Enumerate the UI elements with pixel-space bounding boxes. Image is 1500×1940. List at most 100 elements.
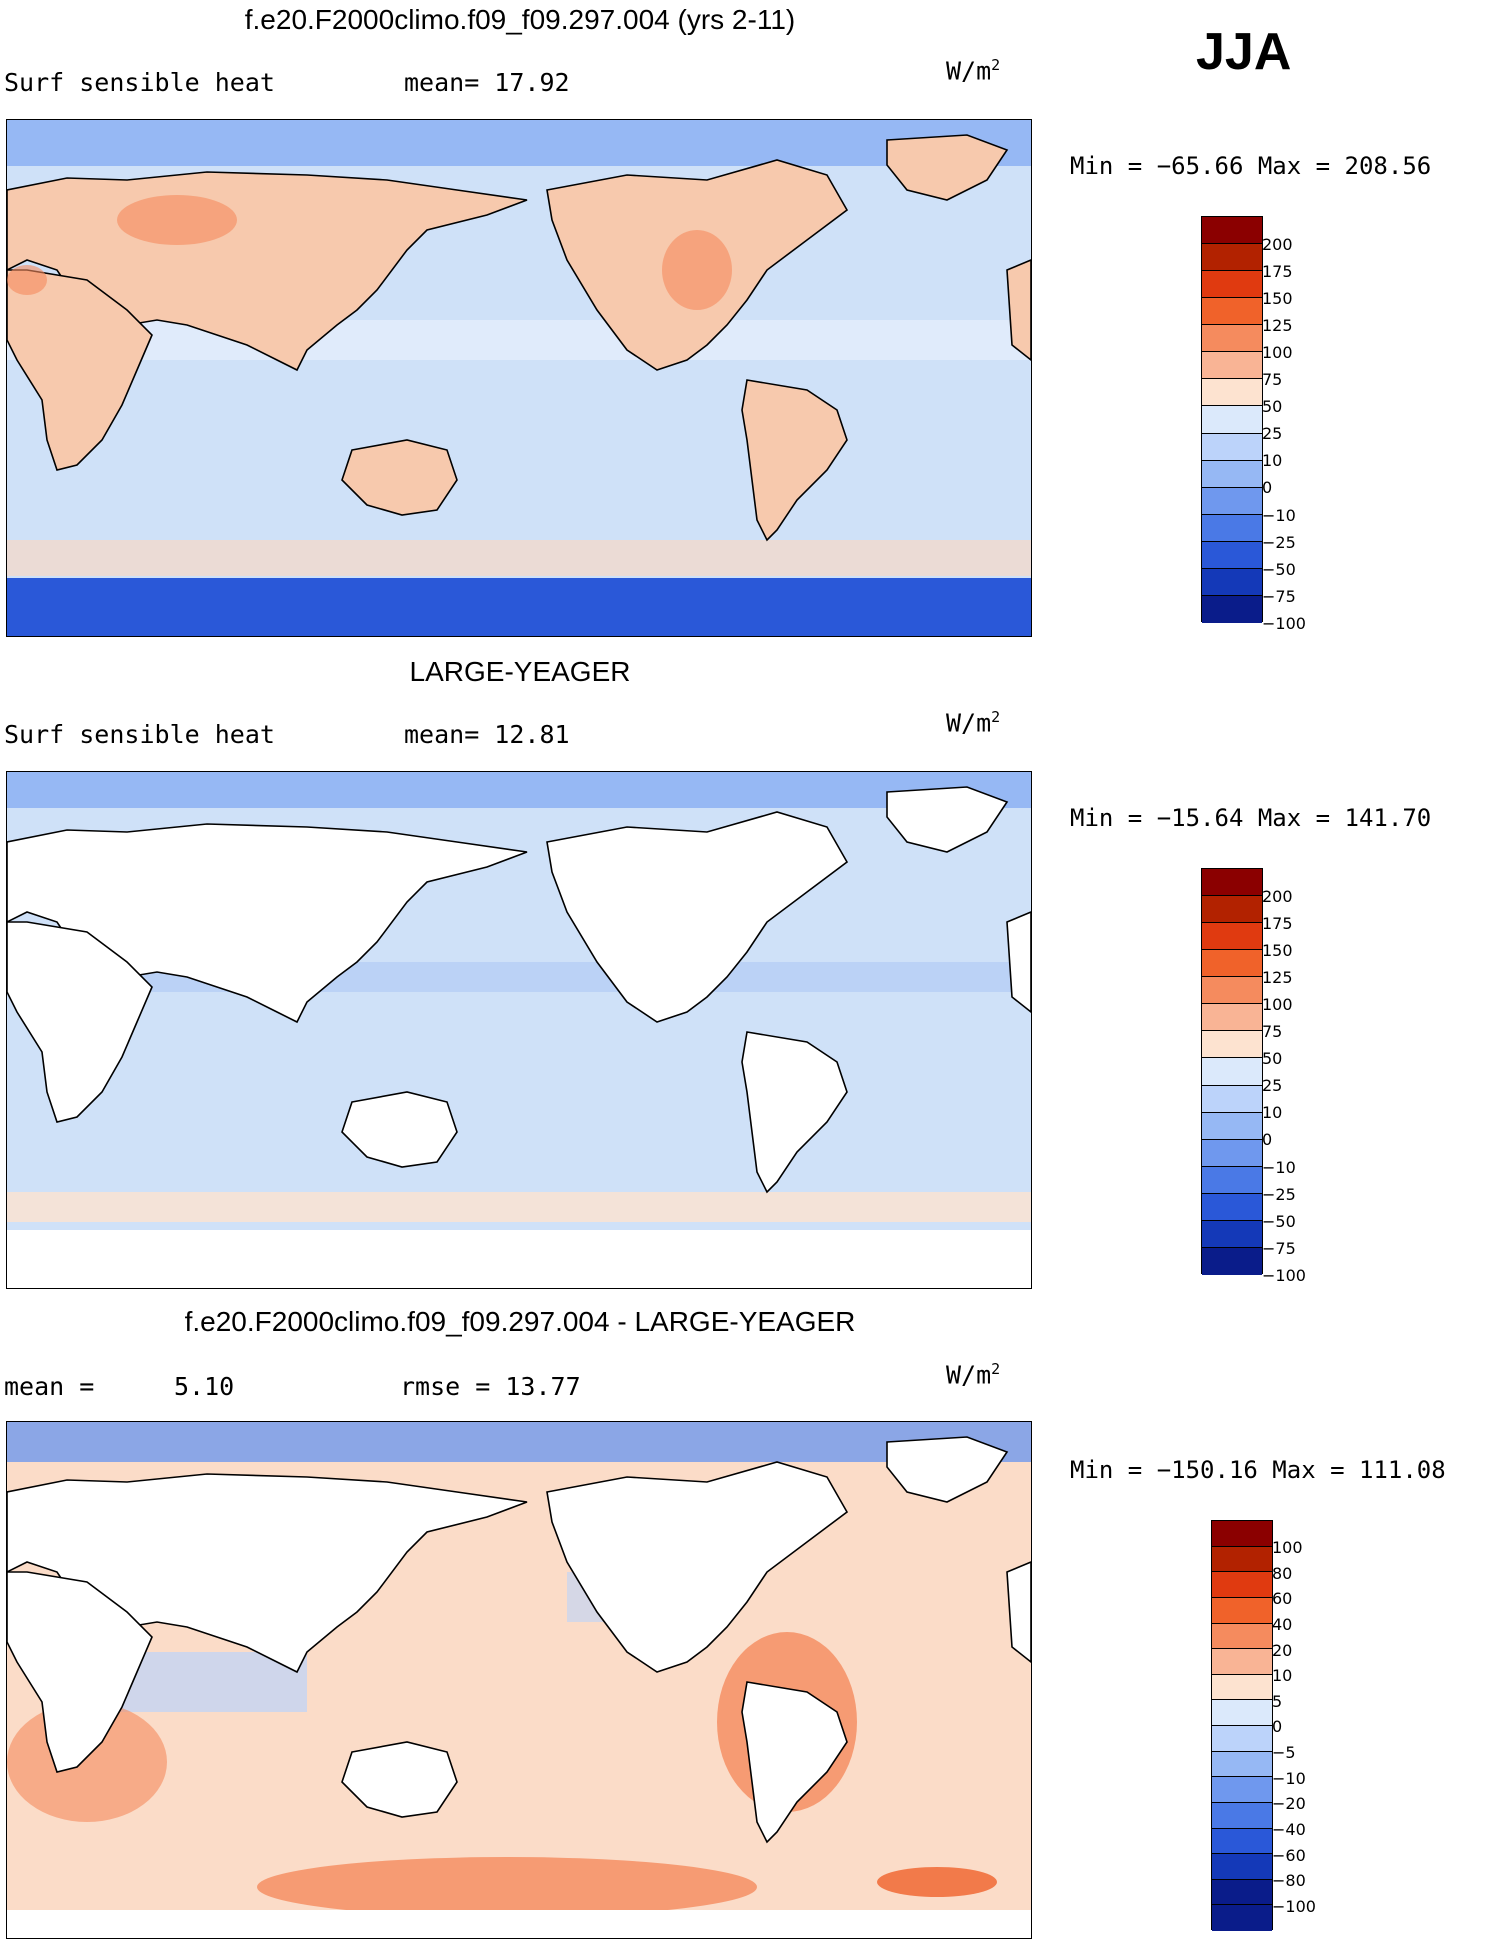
colorbar-tick-label: 100 bbox=[1262, 343, 1293, 363]
colorbar-swatch bbox=[1202, 514, 1262, 542]
colorbar-tick-label: −25 bbox=[1262, 1184, 1296, 1204]
colorbar-swatch bbox=[1202, 406, 1262, 434]
colorbar-swatch bbox=[1212, 1521, 1272, 1547]
colorbar-swatch bbox=[1202, 325, 1262, 353]
colorbar-tick-label: 200 bbox=[1262, 886, 1293, 906]
colorbar-swatch bbox=[1202, 298, 1262, 326]
colorbar-tick-label: 150 bbox=[1262, 941, 1293, 961]
colorbar-swatch bbox=[1202, 1166, 1262, 1194]
africa bbox=[7, 269, 153, 471]
colorbar-swatch bbox=[1212, 1546, 1272, 1573]
colorbar-swatch bbox=[1202, 1220, 1262, 1248]
colorbar-swatch bbox=[1202, 379, 1262, 407]
colorbar-tick-label: −10 bbox=[1262, 1157, 1296, 1177]
colorbar-tick-label: 125 bbox=[1262, 316, 1293, 336]
south-america bbox=[741, 379, 848, 542]
colorbar-tick-label: −5 bbox=[1272, 1743, 1296, 1763]
panel-title: LARGE-YEAGER bbox=[409, 656, 631, 687]
mean-value: 5.10 bbox=[174, 1372, 235, 1401]
colorbar-swatch bbox=[1202, 541, 1262, 569]
colorbar-swatch bbox=[1202, 433, 1262, 461]
colorbar-swatch bbox=[1212, 1751, 1272, 1778]
colorbar-3 bbox=[1211, 1520, 1273, 1931]
units-label: W/m2 bbox=[946, 56, 1001, 86]
colorbar-tick-label: 50 bbox=[1262, 1049, 1283, 1069]
colorbar-swatch bbox=[1212, 1905, 1272, 1931]
colorbar-swatch bbox=[1202, 217, 1262, 245]
variable-label: Surf sensible heat bbox=[4, 720, 275, 749]
colorbar-swatch bbox=[1202, 1031, 1262, 1059]
colorbar-swatch bbox=[1212, 1828, 1272, 1855]
colorbar-swatch bbox=[1212, 1623, 1272, 1650]
variable-label: Surf sensible heat bbox=[4, 68, 275, 97]
colorbar-tick-label: 10 bbox=[1262, 1103, 1283, 1123]
colorbar-swatch bbox=[1202, 896, 1262, 924]
colorbar-tick-label: −10 bbox=[1262, 505, 1296, 525]
min-max-label: Min = −15.64 Max = 141.70 bbox=[1070, 804, 1432, 832]
mean-label: mean = bbox=[4, 1372, 95, 1401]
colorbar-tick-label: 50 bbox=[1262, 397, 1283, 417]
colorbar-tick-label: −50 bbox=[1262, 559, 1296, 579]
colorbar-swatch bbox=[1212, 1879, 1272, 1906]
colorbar-swatch bbox=[1202, 1004, 1262, 1032]
colorbar-swatches-2 bbox=[1201, 868, 1263, 1275]
season-label: JJA bbox=[1196, 23, 1292, 81]
min-max-label: Min = −150.16 Max = 111.08 bbox=[1070, 1456, 1446, 1484]
panel-title: f.e20.F2000climo.f09_f09.297.004 (yrs 2-… bbox=[244, 4, 796, 35]
colorbar-swatch bbox=[1202, 1193, 1262, 1221]
colorbar-swatch bbox=[1202, 568, 1262, 596]
colorbar-swatches-3 bbox=[1211, 1520, 1273, 1931]
colorbar-tick-label: 150 bbox=[1262, 289, 1293, 309]
colorbar-tick-label: 10 bbox=[1272, 1666, 1293, 1686]
colorbar-swatch bbox=[1212, 1649, 1272, 1675]
colorbar-tick-label: 10 bbox=[1262, 451, 1283, 471]
colorbar-tick-label: 100 bbox=[1262, 995, 1293, 1015]
colorbar-tick-label: 200 bbox=[1262, 234, 1293, 254]
colorbar-2 bbox=[1201, 868, 1263, 1275]
colorbar-tick-label: −100 bbox=[1262, 613, 1306, 633]
colorbar-tick-label: −75 bbox=[1262, 586, 1296, 606]
colorbar-tick-label: −100 bbox=[1262, 1265, 1306, 1285]
colorbar-tick-label: −60 bbox=[1272, 1845, 1306, 1865]
greenland bbox=[886, 134, 1009, 201]
colorbar-tick-label: 0 bbox=[1262, 478, 1273, 498]
colorbar-tick-label: −25 bbox=[1262, 532, 1296, 552]
colorbar-tick-label: −80 bbox=[1272, 1871, 1306, 1891]
colorbar-tick-label: −40 bbox=[1272, 1819, 1306, 1839]
colorbar-swatch bbox=[1212, 1572, 1272, 1598]
colorbar-swatch bbox=[1202, 595, 1262, 623]
colorbar-swatch bbox=[1212, 1777, 1272, 1803]
colorbar-swatch bbox=[1202, 460, 1262, 488]
colorbar-tick-label: 20 bbox=[1272, 1640, 1293, 1660]
colorbar-swatch bbox=[1202, 487, 1262, 515]
colorbar-swatch bbox=[1202, 869, 1262, 897]
antarctica bbox=[7, 578, 1031, 636]
colorbar-swatch bbox=[1212, 1700, 1272, 1726]
colorbar-tick-label: 60 bbox=[1272, 1589, 1293, 1609]
colorbar-swatch bbox=[1202, 244, 1262, 272]
colorbar-tick-label: 0 bbox=[1262, 1130, 1273, 1150]
map-panel-2 bbox=[6, 771, 1032, 1289]
colorbar-tick-label: 25 bbox=[1262, 1076, 1283, 1096]
colorbar-tick-label: −10 bbox=[1272, 1768, 1306, 1788]
colorbar-swatch bbox=[1202, 352, 1262, 380]
continents bbox=[7, 786, 1031, 1194]
colorbar-swatch bbox=[1202, 1139, 1262, 1167]
colorbar-swatch bbox=[1202, 950, 1262, 978]
panel-title: f.e20.F2000climo.f09_f09.297.004 - LARGE… bbox=[184, 1306, 856, 1337]
units-label: W/m2 bbox=[946, 1360, 1001, 1390]
min-max-label: Min = −65.66 Max = 208.56 bbox=[1070, 152, 1432, 180]
colorbar-tick-label: −75 bbox=[1262, 1238, 1296, 1258]
colorbar-tick-label: 80 bbox=[1272, 1563, 1293, 1583]
map-panel-3 bbox=[6, 1421, 1032, 1939]
map-panel-1 bbox=[6, 119, 1032, 637]
colorbar-swatch bbox=[1212, 1597, 1272, 1624]
australia bbox=[341, 439, 458, 516]
colorbar-tick-label: 5 bbox=[1272, 1691, 1283, 1711]
colorbar-swatch bbox=[1202, 1058, 1262, 1086]
colorbar-tick-label: 0 bbox=[1272, 1717, 1283, 1737]
colorbar-tick-label: 100 bbox=[1272, 1538, 1303, 1558]
colorbar-tick-label: −100 bbox=[1272, 1896, 1316, 1916]
colorbar-tick-label: 125 bbox=[1262, 968, 1293, 988]
mean-value: mean= 12.81 bbox=[404, 720, 570, 749]
